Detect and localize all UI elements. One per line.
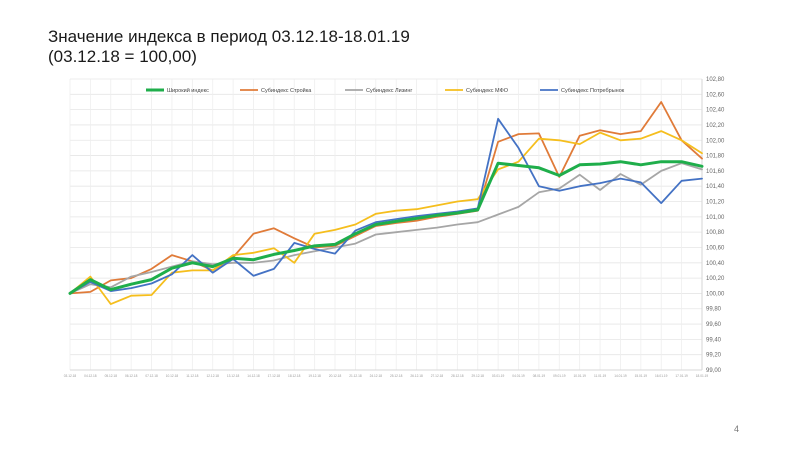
page-number: 4 [734,424,740,434]
y-tick-label: 101,20 [706,200,725,206]
x-tick-label: 04.12.18 [84,374,97,378]
x-tick-label: 05.12.18 [105,374,118,378]
y-tick-label: 102,20 [706,123,725,129]
x-tick-label: 16.01.19 [655,374,668,378]
x-tick-label: 29.12.18 [472,374,485,378]
x-tick-label: 11.12.18 [186,374,198,378]
x-tick-label: 07.12.18 [145,374,158,378]
x-tick-label: 06.12.18 [125,374,138,378]
series-line [68,160,704,295]
legend-item: Субиндекс Потребрынок [540,88,625,94]
y-tick-label: 100,60 [706,245,725,251]
title-line-2: (03.12.18 = 100,00) [48,47,197,66]
y-tick-label: 99,40 [706,337,722,343]
y-tick-label: 99,00 [706,368,722,374]
x-tick-label: 18.12.18 [288,374,301,378]
legend-item: Субиндекс Лизинг [345,88,412,94]
y-tick-label: 102,00 [706,138,725,144]
legend-item: Широкий индекс [146,87,209,94]
legend-label: Широкий индекс [167,87,209,94]
x-tick-label: 27.12.18 [431,374,444,378]
legend-label: Субиндекс МФО [466,88,509,94]
legend-label: Субиндекс Потребрынок [561,88,625,94]
legend-label: Субиндекс Стройка [261,87,312,94]
x-tick-label: 12.12.18 [206,374,219,378]
x-tick-label: 10.01.19 [573,374,586,378]
x-tick-label: 28.12.18 [451,374,464,378]
legend-item: Субиндекс МФО [445,88,509,94]
x-tick-label: 21.12.18 [349,374,362,378]
x-tick-label: 13.12.18 [227,374,240,378]
legend-item: Субиндекс Стройка [240,87,312,94]
x-tick-label: 08.01.19 [533,374,546,378]
series-line [69,101,703,295]
series-line [69,162,703,295]
y-tick-label: 100,00 [706,291,725,297]
x-tick-label: 17.01.19 [675,374,688,378]
y-tick-label: 101,40 [706,184,725,190]
y-tick-label: 102,80 [706,77,725,83]
x-tick-label: 03.01.19 [492,374,505,378]
slide-title: Значение индекса в период 03.12.18-18.01… [48,27,410,67]
y-tick-label: 102,60 [706,92,725,98]
x-tick-label: 25.12.18 [390,374,403,378]
x-tick-label: 15.01.19 [635,374,648,378]
x-tick-label: 11.01.19 [594,374,606,378]
y-tick-label: 101,60 [706,169,725,175]
x-tick-label: 26.12.18 [410,374,423,378]
title-line-1: Значение индекса в период 03.12.18-18.01… [48,27,410,46]
x-tick-label: 14.12.18 [247,374,260,378]
y-tick-label: 100,20 [706,276,725,282]
legend-label: Субиндекс Лизинг [366,88,412,94]
y-tick-label: 102,40 [706,108,725,114]
x-tick-label: 17.12.18 [268,374,281,378]
x-tick-label: 10.12.18 [166,374,179,378]
x-tick-label: 04.01.19 [512,374,525,378]
x-tick-label: 20.12.18 [329,374,342,378]
y-tick-label: 99,60 [706,322,722,328]
x-tick-label: 14.01.19 [614,374,627,378]
y-tick-label: 100,40 [706,261,725,267]
y-tick-label: 100,80 [706,230,725,236]
y-tick-label: 101,80 [706,154,725,160]
x-tick-label: 24.12.18 [370,374,383,378]
y-tick-label: 99,80 [706,307,722,313]
x-tick-label: 19.12.18 [308,374,321,378]
y-tick-label: 99,20 [706,353,722,359]
y-tick-label: 101,00 [706,215,725,221]
x-tick-label: 09.01.19 [553,374,566,378]
x-tick-label: 18.01.19 [696,374,709,378]
x-tick-label: 03.12.18 [64,374,77,378]
series-line [69,117,703,295]
